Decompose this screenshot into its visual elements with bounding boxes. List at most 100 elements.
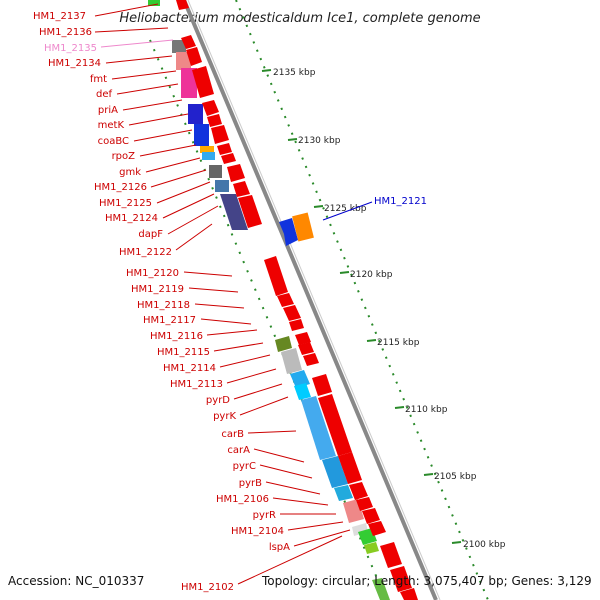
gene-label: HM1_2137 (33, 11, 86, 22)
gene-feature (202, 152, 215, 160)
gene-label: dapF (138, 229, 163, 240)
gene-feature (364, 542, 379, 554)
ruler-tick-label: 2110 kbp (405, 405, 448, 415)
gene-label: HM1_2113 (170, 379, 223, 390)
accession-text: Accession: NC_010337 (8, 574, 145, 588)
topology-text: Topology: circular; Length: 3,075,407 bp… (262, 574, 592, 588)
gene-arrow-icon (362, 508, 380, 524)
gene-arrow-icon (238, 195, 262, 228)
gene-arrow-icon (207, 114, 222, 127)
gene-label: fmt (90, 74, 107, 85)
gene-label: HM1_2120 (126, 268, 179, 279)
gene-label: carA (227, 445, 250, 456)
gene-label: HM1_2134 (48, 58, 101, 69)
ruler-ticks: 2135 kbp 2130 kbp 2125 kbp 2120 kbp 2115… (261, 68, 506, 550)
gene-label: gmk (119, 167, 141, 178)
ruler-tick-mark (366, 339, 377, 342)
genome-backbone (182, 0, 441, 600)
gene-arrow-icon (181, 35, 196, 49)
gene-arrows (176, 0, 418, 600)
gene-arrow-icon (217, 143, 232, 155)
ruler-tick-label: 2105 kbp (434, 472, 477, 482)
gene-label: HM1_2115 (157, 347, 210, 358)
gene-label: metK (98, 120, 125, 131)
gene-feature (322, 456, 348, 488)
gene-label: HM1_2117 (143, 315, 196, 326)
gene-label: HM1_2118 (137, 300, 190, 311)
gene-label: rpoZ (112, 151, 136, 162)
gene-label: HM1_2116 (150, 331, 203, 342)
gene-arrow-icon (368, 521, 386, 536)
gene-feature (279, 218, 298, 246)
gene-arrow-icon (303, 353, 319, 366)
gene-label: HM1_2124 (105, 213, 158, 224)
gene-label: HM1_2102 (181, 582, 234, 593)
gene-label: HM1_2106 (216, 494, 269, 505)
gene-arrow-icon (380, 542, 402, 568)
gene-arrow-icon (400, 588, 418, 600)
gene-feature (194, 124, 209, 146)
gene-feature (181, 68, 197, 98)
gene-feature (148, 0, 160, 6)
gene-feature (209, 165, 222, 178)
ruler-tick-mark (451, 541, 462, 544)
gene-label: pyrC (233, 461, 256, 472)
gene-labels: HM1_2137 HM1_2136 HM1_2135 HM1_2134 fmt … (33, 3, 427, 593)
gene-arrow-icon (295, 332, 311, 345)
ruler-tick-label: 2130 kbp (298, 136, 341, 146)
gene-arrow-icon (277, 293, 294, 307)
gene-feature (281, 348, 302, 374)
gene-features (148, 0, 390, 600)
gene-label: lspA (269, 542, 290, 553)
gene-label: pyrK (213, 411, 236, 422)
gene-label: HM1_2126 (94, 182, 147, 193)
gene-feature (334, 485, 353, 501)
gene-arrow-icon (312, 374, 332, 396)
gene-label: HM1_2125 (99, 198, 152, 209)
ruler-tick-label: 2120 kbp (350, 270, 393, 280)
gene-label: pyrR (253, 510, 276, 521)
gene-arrow-icon (298, 342, 314, 355)
gene-arrow-icon (233, 181, 250, 197)
gene-label: priA (98, 105, 118, 116)
ruler-tick-label: 2125 kbp (324, 204, 367, 214)
ruler-tick-label: 2115 kbp (377, 338, 420, 348)
gene-arrow-icon (186, 47, 202, 66)
gene-feature (292, 212, 314, 242)
ruler-track (235, 0, 489, 600)
gene-label: HM1_2136 (39, 27, 92, 38)
gene-arrow-icon (202, 100, 219, 116)
gene-label: def (96, 89, 113, 100)
gene-feature (275, 336, 292, 352)
map-title: Heliobacterium modesticaldum Ice1, compl… (119, 11, 480, 26)
gene-arrow-icon (289, 319, 304, 331)
gene-label: pyrD (206, 395, 230, 406)
gene-arrow-icon (227, 164, 245, 182)
ruler-tick-mark (423, 473, 434, 476)
gene-feature (172, 40, 186, 53)
gene-feature (301, 396, 336, 460)
gene-arrow-icon (349, 482, 368, 500)
gene-feature (220, 194, 248, 230)
gene-feature (294, 383, 311, 400)
gene-label: HM1_2135 (44, 43, 97, 54)
ruler-tick-mark (313, 205, 324, 208)
gene-feature (372, 578, 390, 600)
gene-feature (200, 146, 214, 153)
gene-feature (215, 180, 229, 192)
gene-arrow-icon (338, 452, 362, 484)
ruler-tick-mark (394, 406, 405, 409)
gene-label: HM1_2121 (374, 196, 427, 207)
gene-label: coaBC (98, 136, 129, 147)
gene-label: pyrB (239, 478, 262, 489)
ruler-tick-label: 2100 kbp (463, 540, 506, 550)
gene-label: HM1_2114 (163, 363, 216, 374)
gene-arrow-icon (318, 394, 352, 456)
ruler-tick-mark (287, 138, 298, 141)
gene-feature (188, 104, 203, 124)
gene-arrow-icon (176, 0, 189, 10)
gene-label: HM1_2119 (131, 284, 184, 295)
gene-label: HM1_2104 (231, 526, 284, 537)
